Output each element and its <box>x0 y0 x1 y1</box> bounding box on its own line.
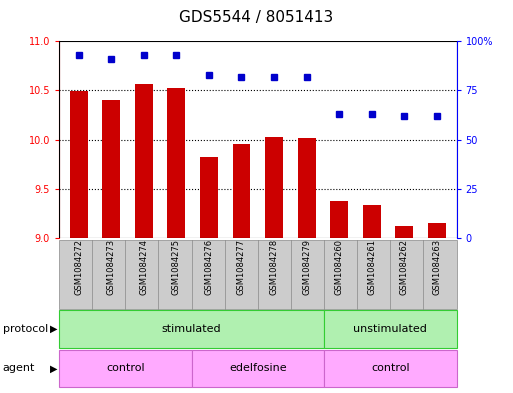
Text: control: control <box>106 364 145 373</box>
Bar <box>330 202 348 238</box>
Text: ▶: ▶ <box>50 364 57 373</box>
Bar <box>70 91 88 238</box>
Text: GDS5544 / 8051413: GDS5544 / 8051413 <box>180 10 333 25</box>
Bar <box>232 145 250 238</box>
Bar <box>167 88 185 238</box>
Bar <box>428 223 446 238</box>
Bar <box>363 205 381 238</box>
Text: control: control <box>371 364 409 373</box>
Bar <box>265 137 283 238</box>
Bar <box>102 100 120 238</box>
Text: stimulated: stimulated <box>162 324 221 334</box>
Text: agent: agent <box>3 364 35 373</box>
Bar <box>298 138 315 238</box>
Text: edelfosine: edelfosine <box>229 364 287 373</box>
Text: protocol: protocol <box>3 324 48 334</box>
Text: unstimulated: unstimulated <box>353 324 427 334</box>
Bar <box>135 84 153 238</box>
Bar <box>396 226 413 238</box>
Text: ▶: ▶ <box>50 324 57 334</box>
Bar <box>200 157 218 238</box>
